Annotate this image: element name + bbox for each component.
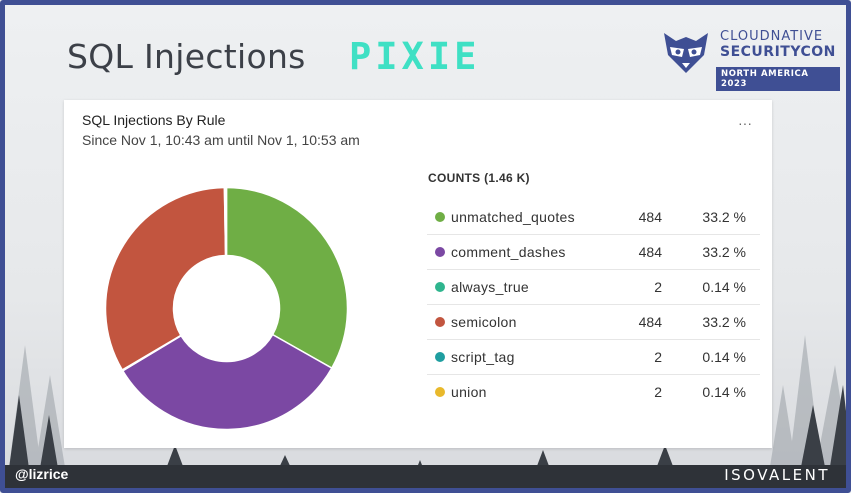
legend-count: 484 (638, 209, 662, 225)
donut-chart (104, 186, 349, 431)
counts-header: COUNTS (1.46 K) (428, 171, 530, 185)
legend-percent: 0.14 % (702, 279, 746, 295)
panel-title: SQL Injections By Rule (82, 112, 226, 128)
donut-slice-semicolon[interactable] (104, 186, 227, 371)
legend-label: union (451, 384, 487, 400)
raccoon-icon (664, 33, 708, 73)
legend-count: 2 (654, 279, 662, 295)
legend-count: 2 (654, 349, 662, 365)
legend-row-semicolon[interactable]: semicolon 484 33.2 % (427, 305, 760, 340)
legend-label: comment_dashes (451, 244, 566, 260)
conference-name-line1: CLOUDNATIVE (720, 29, 824, 44)
legend-row-unmatched-quotes[interactable]: unmatched_quotes 484 33.2 % (427, 200, 760, 235)
legend-label: always_true (451, 279, 530, 295)
more-options-button[interactable]: ··· (738, 115, 752, 131)
legend-percent: 0.14 % (702, 384, 746, 400)
chart-panel: SQL Injections By Rule Since Nov 1, 10:4… (64, 100, 772, 448)
legend-swatch (435, 387, 445, 397)
conference-region-badge: NORTH AMERICA 2023 (716, 67, 840, 91)
legend-row-always-true[interactable]: always_true 2 0.14 % (427, 270, 760, 305)
conference-logo: CLOUDNATIVE SECURITYCON NORTH AMERICA 20… (660, 27, 840, 91)
slide-title: SQL Injections (67, 37, 306, 76)
legend-count: 484 (638, 314, 662, 330)
legend-row-script-tag[interactable]: script_tag 2 0.14 % (427, 340, 760, 375)
legend-swatch (435, 247, 445, 257)
legend-swatch (435, 282, 445, 292)
conference-name-line2: SECURITYCON (720, 44, 836, 60)
legend-count: 484 (638, 244, 662, 260)
isovalent-logo: ISOVALENT (724, 466, 830, 484)
legend-swatch (435, 352, 445, 362)
legend-swatch (435, 317, 445, 327)
legend-row-union[interactable]: union 2 0.14 % (427, 375, 760, 409)
legend-row-comment-dashes[interactable]: comment_dashes 484 33.2 % (427, 235, 760, 270)
legend-count: 2 (654, 384, 662, 400)
pixie-logo: PIXIE (349, 35, 481, 78)
legend-percent: 33.2 % (702, 244, 746, 260)
legend-label: script_tag (451, 349, 515, 365)
legend-swatch (435, 212, 445, 222)
legend-percent: 33.2 % (702, 314, 746, 330)
legend-percent: 0.14 % (702, 349, 746, 365)
forest-background (5, 335, 846, 488)
legend-label: unmatched_quotes (451, 209, 575, 225)
legend-label: semicolon (451, 314, 517, 330)
legend-table: unmatched_quotes 484 33.2 % comment_dash… (427, 200, 760, 409)
donut-slice-comment-dashes[interactable] (121, 333, 333, 431)
donut-slice-union[interactable] (224, 186, 228, 257)
panel-time-range: Since Nov 1, 10:43 am until Nov 1, 10:53… (82, 132, 360, 148)
legend-percent: 33.2 % (702, 209, 746, 225)
speaker-handle: @lizrice (15, 466, 69, 482)
donut-slice-unmatched-quotes[interactable] (225, 186, 349, 370)
